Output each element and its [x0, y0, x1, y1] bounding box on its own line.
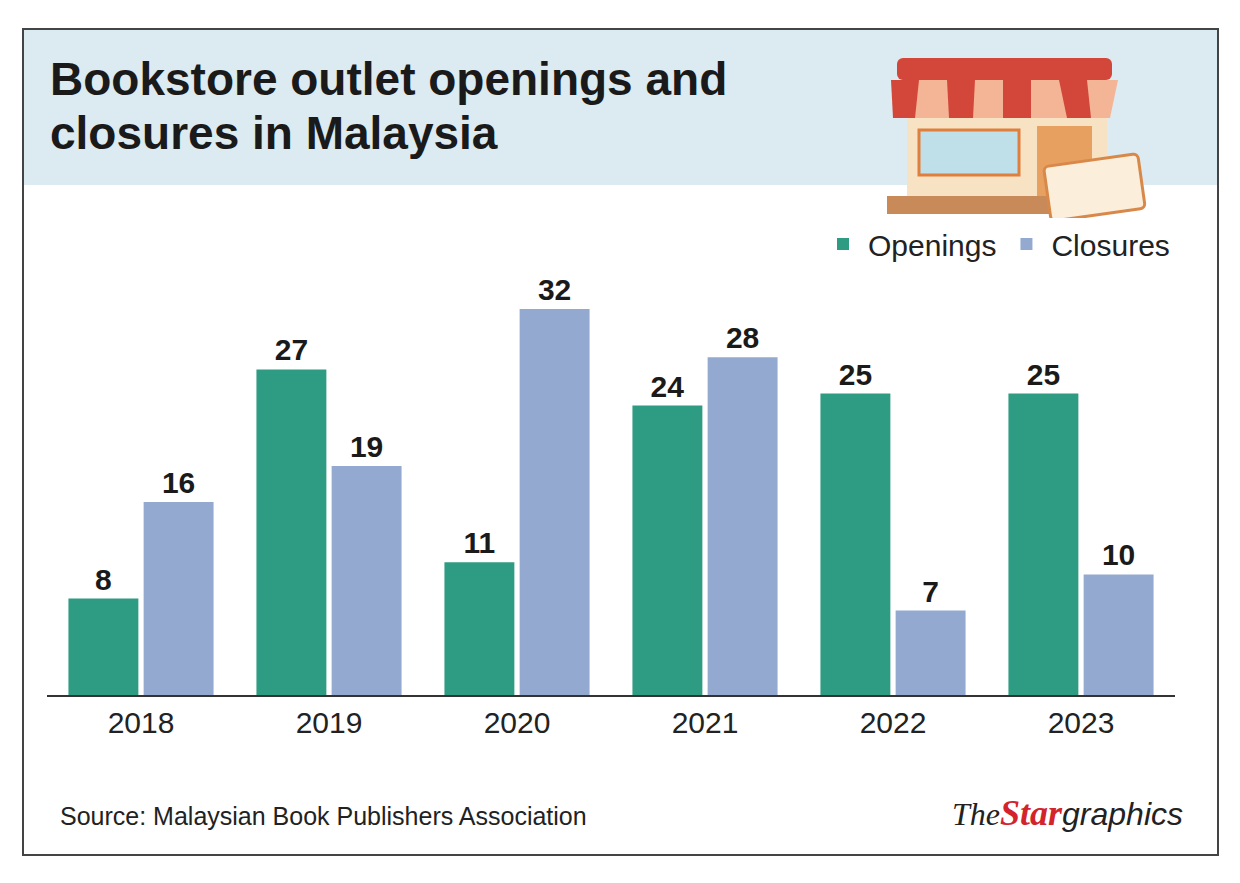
- svg-text:8: 8: [95, 563, 112, 596]
- svg-text:2021: 2021: [672, 706, 739, 739]
- svg-text:Closures: Closures: [1051, 229, 1169, 262]
- svg-text:25: 25: [1027, 358, 1060, 391]
- svg-text:7: 7: [922, 575, 939, 608]
- svg-text:2019: 2019: [296, 706, 363, 739]
- html-text:The Star graphics: The Star graphics: [952, 793, 1183, 833]
- svg-text:16: 16: [162, 466, 195, 499]
- html-text:Bookstore outlet openings and: Bookstore outlet openings and closures i…: [50, 53, 728, 159]
- svg-text:28: 28: [726, 321, 759, 354]
- svg-text:24: 24: [651, 370, 685, 403]
- svg-text:2018: 2018: [108, 706, 175, 739]
- svg-text:25: 25: [839, 358, 872, 391]
- svg-text:10: 10: [1102, 538, 1135, 571]
- svg-text:2022: 2022: [860, 706, 927, 739]
- svg-text:27: 27: [275, 333, 308, 366]
- svg-text:32: 32: [538, 273, 571, 306]
- svg-text:2020: 2020: [484, 706, 551, 739]
- svg-text:Openings: Openings: [868, 229, 996, 262]
- html-text:Source: Malaysian Book Publish: Source: Malaysian Book Publishers Associ…: [60, 802, 587, 830]
- svg-text:19: 19: [350, 430, 383, 463]
- svg-text:11: 11: [464, 526, 496, 559]
- svg-text:2023: 2023: [1048, 706, 1115, 739]
